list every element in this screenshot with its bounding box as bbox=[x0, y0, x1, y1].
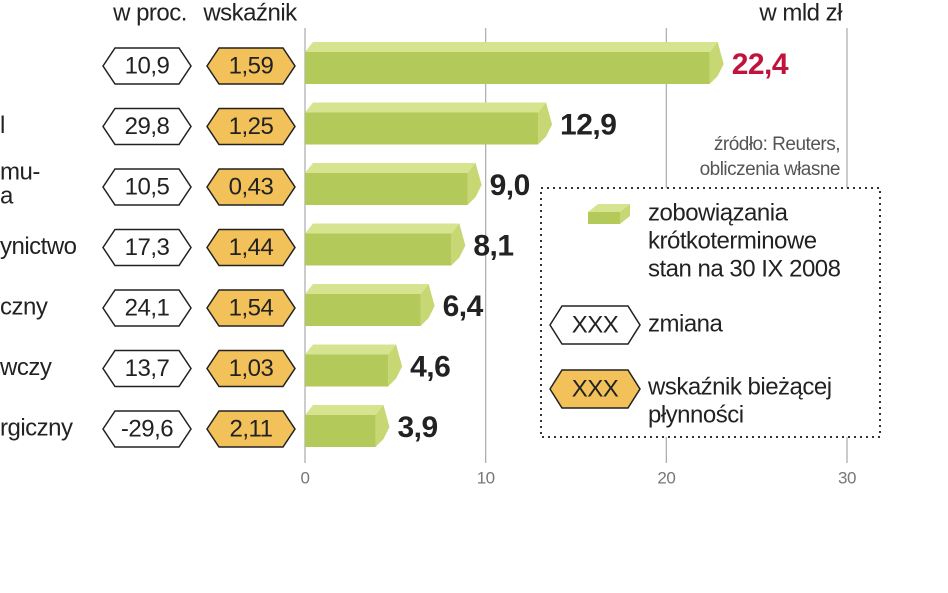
ratio-value: 1,03 bbox=[229, 355, 274, 382]
unit-label: w mld zł bbox=[758, 0, 843, 26]
legend-bar-icon bbox=[588, 212, 620, 224]
value-label: 3,9 bbox=[397, 411, 437, 444]
change-value: 17,3 bbox=[125, 234, 170, 261]
bar-top bbox=[305, 102, 547, 113]
change-badge bbox=[102, 168, 192, 206]
category-label: l bbox=[0, 112, 5, 139]
legend-label: zmiana bbox=[648, 310, 724, 337]
bar-side bbox=[375, 405, 390, 447]
bar bbox=[305, 233, 452, 266]
bar-top bbox=[305, 163, 476, 173]
header-change: w proc. bbox=[112, 0, 187, 26]
value-label: 22,4 bbox=[732, 48, 789, 81]
value-label: 12,9 bbox=[560, 108, 616, 141]
source-note: obliczenia własne bbox=[700, 159, 840, 180]
ratio-value: 2,11 bbox=[230, 415, 273, 442]
change-value: 13,7 bbox=[125, 355, 170, 382]
legend-change-badge bbox=[549, 305, 641, 345]
header-ratio: wskaźnik bbox=[202, 0, 298, 26]
bar bbox=[305, 415, 376, 447]
category-label: rgiczny bbox=[0, 414, 73, 441]
bar-top bbox=[305, 284, 429, 294]
change-value: 29,8 bbox=[125, 113, 170, 140]
legend-symbol: XXX bbox=[572, 375, 619, 402]
bar bbox=[305, 52, 710, 84]
bar-top bbox=[305, 344, 397, 355]
ratio-badge bbox=[206, 47, 296, 85]
bar-top bbox=[305, 405, 384, 415]
legend-label: płynności bbox=[648, 401, 744, 428]
x-tick-label: 30 bbox=[838, 468, 856, 487]
value-label: 6,4 bbox=[443, 290, 484, 323]
value-label: 9,0 bbox=[490, 169, 530, 202]
legend-label: wskaźnik bieżącej bbox=[647, 373, 832, 400]
legend-label: stan na 30 IX 2008 bbox=[648, 255, 841, 282]
ratio-value: 1,54 bbox=[229, 294, 274, 321]
ratio-value: 1,59 bbox=[229, 52, 274, 79]
bar-top bbox=[305, 42, 718, 52]
ratio-badge bbox=[206, 168, 296, 206]
ratio-value: 1,25 bbox=[229, 113, 274, 140]
x-tick-label: 20 bbox=[657, 468, 675, 487]
bar bbox=[305, 294, 421, 326]
x-tick-label: 0 bbox=[301, 468, 310, 487]
bar-side bbox=[388, 344, 403, 387]
ratio-value: 1,44 bbox=[229, 234, 274, 261]
legend-symbol: XXX bbox=[572, 311, 619, 338]
legend-bar-side bbox=[620, 204, 630, 224]
bar-side bbox=[709, 42, 724, 84]
change-badge bbox=[102, 289, 192, 327]
category-label: mu- bbox=[0, 158, 40, 185]
category-label: czny bbox=[0, 293, 48, 320]
change-value: 10,5 bbox=[125, 173, 170, 200]
change-badge bbox=[102, 47, 192, 85]
bar-side bbox=[420, 284, 435, 326]
ratio-badge bbox=[206, 228, 296, 267]
ratio-badge bbox=[206, 410, 296, 448]
legend-label: zobowiązania bbox=[648, 199, 789, 226]
change-value: 10,9 bbox=[125, 52, 170, 79]
legend-ratio-badge bbox=[549, 369, 641, 409]
bar bbox=[305, 112, 539, 145]
value-label: 8,1 bbox=[473, 229, 513, 262]
x-tick-label: 10 bbox=[477, 468, 495, 487]
category-label: ynictwo bbox=[0, 233, 77, 260]
bar-side bbox=[538, 102, 553, 145]
category-label: wczy bbox=[0, 354, 52, 381]
value-label: 4,6 bbox=[410, 350, 450, 383]
change-value: -29,6 bbox=[121, 415, 173, 442]
change-value: 24,1 bbox=[125, 294, 170, 321]
change-badge bbox=[102, 107, 192, 146]
ratio-badge bbox=[206, 107, 296, 146]
bar-side bbox=[451, 223, 466, 266]
ratio-badge bbox=[206, 349, 296, 388]
category-label: a bbox=[0, 182, 14, 209]
change-badge bbox=[102, 410, 192, 448]
ratio-badge bbox=[206, 289, 296, 327]
bar-side bbox=[467, 163, 482, 205]
ratio-value: 0,43 bbox=[229, 173, 274, 200]
bar bbox=[305, 173, 468, 205]
bar-top bbox=[305, 223, 460, 234]
legend-label: krótkoterminowe bbox=[648, 227, 817, 254]
source-note: źródło: Reuters, bbox=[714, 134, 840, 155]
legend-bar-top bbox=[588, 204, 630, 212]
change-badge bbox=[102, 349, 192, 388]
change-badge bbox=[102, 228, 192, 267]
bar bbox=[305, 354, 389, 387]
